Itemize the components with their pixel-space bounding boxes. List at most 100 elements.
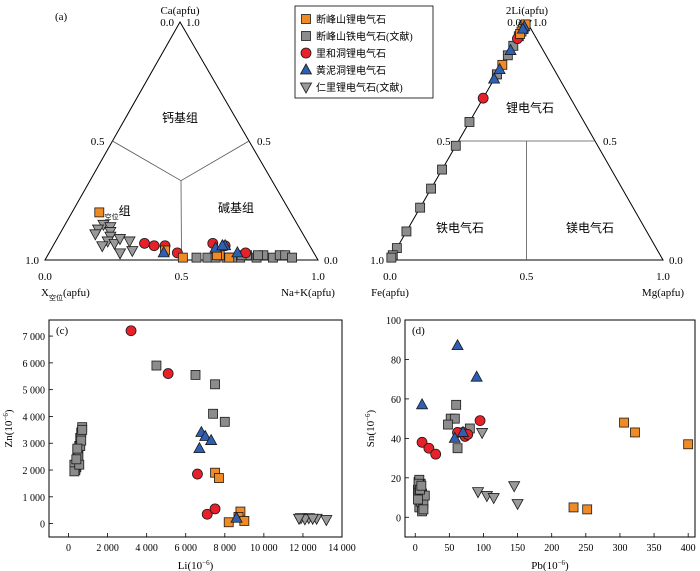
data-point-gray-dtri — [511, 499, 524, 511]
plot-frame — [48, 319, 343, 538]
field-label-ca: 钙基组 — [162, 111, 198, 125]
x-tick-label: 0 — [413, 543, 418, 554]
data-point-red-ci — [416, 436, 428, 448]
data-point-gray-sq — [451, 399, 462, 410]
vertex-label-top: Ca(apfu) — [160, 5, 199, 17]
panel-a-ternary: 钙基组X空位组碱基组0.01.00.51.00.50.00.00.51.0Ca(… — [25, 5, 338, 302]
data-point-gray-sq — [443, 419, 453, 430]
y-axis-label: Zn(10−6) — [2, 409, 15, 447]
y-tick-label: 0 — [40, 520, 45, 531]
data-point-blue-tri — [516, 22, 530, 34]
data-point-orange-sq — [568, 502, 579, 513]
y-tick-label: 5 000 — [23, 386, 46, 397]
data-point-blue-tri — [415, 397, 429, 410]
y-axis-label-part: −6 — [364, 413, 372, 421]
panel-c-scatter: 0 2 000 4 000 6 000 8 000 10 000 12 000 14 000 0… — [2, 319, 356, 571]
tick-label: 0.0 — [383, 271, 397, 283]
data-point-orange-sq — [94, 207, 105, 218]
x-tick-label: 200 — [544, 543, 559, 554]
data-point-gray-dtri — [475, 428, 489, 440]
x-tick-label: 400 — [681, 543, 696, 554]
x-tick-label: 8 000 — [214, 543, 237, 554]
x-axis-label-part: −6 — [558, 559, 566, 567]
data-point-blue-tri — [193, 441, 206, 453]
tick-label: 1.0 — [533, 17, 547, 29]
data-point-blue-tri — [451, 338, 464, 351]
y-axis-label-part: Sn(10 — [365, 420, 377, 447]
data-point-gray-dtri — [320, 515, 333, 527]
data-point-orange-sq — [214, 473, 224, 483]
y-tick-label: 0 — [396, 513, 401, 524]
data-point-gray-sq — [413, 494, 423, 505]
y-tick-label: 60 — [391, 395, 401, 406]
data-point-gray-sq — [415, 202, 426, 213]
data-point-gray-sq — [418, 504, 429, 515]
tick-label: 0.5 — [437, 136, 451, 148]
data-point-gray-sq — [287, 252, 297, 263]
vertex-label-bottom-left: Fe(apfu) — [371, 287, 409, 299]
data-point-gray-sq — [151, 360, 162, 371]
y-tick-label: 4 000 — [23, 412, 46, 423]
data-point-red-ci — [423, 442, 435, 454]
field-boundary-line — [180, 180, 182, 261]
vertex-label-bottom-left: X空位(apfu) — [41, 287, 90, 302]
legend-box — [294, 5, 434, 99]
y-axis-label-part: Zn(10 — [3, 420, 15, 447]
x-tick-label: 100 — [476, 543, 491, 554]
tick-label: 1.0 — [25, 255, 39, 267]
x-axis-label-part: ) — [565, 560, 569, 571]
data-point-orange-sq — [582, 504, 593, 515]
data-point-gray-sq — [386, 252, 397, 263]
x-tick-label: 350 — [647, 543, 662, 554]
data-point-gray-dtri — [113, 234, 127, 246]
data-point-orange-sq — [630, 427, 640, 438]
field-label-li: 锂电气石 — [506, 100, 554, 115]
data-point-red-ci — [201, 508, 213, 520]
data-point-blue-tri — [493, 62, 506, 74]
x-axis-label-part: Pb(10 — [531, 560, 558, 571]
legend-label: 里和洞锂电气石 — [316, 47, 386, 60]
y-tick-label: 6 000 — [23, 359, 46, 370]
data-point-red-ci — [125, 325, 137, 337]
data-point-blue-tri — [487, 72, 501, 84]
tick-label: 0.0 — [669, 255, 683, 267]
tick-label: 0.5 — [175, 271, 189, 283]
data-point-orange-sq — [224, 252, 235, 263]
data-point-gray-sq — [71, 454, 82, 465]
y-tick-label: 100 — [386, 316, 401, 327]
x-axis-label: Pb(10−6) — [531, 559, 569, 571]
y-tick-label: 20 — [391, 474, 401, 485]
data-point-gray-sq — [202, 252, 213, 263]
data-point-gray-dtri — [507, 481, 521, 493]
data-point-red-ci — [474, 415, 486, 427]
x-tick-label: 4 000 — [135, 543, 158, 554]
x-tick-label: 300 — [612, 543, 627, 554]
panel-label: (c) — [56, 325, 69, 337]
legend-label: 断峰山铁电气石(文献) — [316, 30, 413, 43]
data-point-gray-sq — [210, 379, 220, 390]
data-point-orange-sq — [619, 417, 629, 428]
x-axis-label: Li(10−6) — [178, 559, 214, 571]
vertex-label-bottom-left-part: (apfu) — [63, 287, 90, 299]
field-label-alkali: 碱基组 — [218, 201, 254, 215]
tick-label: 1.0 — [311, 271, 325, 283]
plot-frame — [404, 319, 696, 538]
data-point-blue-tri — [456, 425, 470, 437]
data-point-orange-sq — [177, 252, 188, 263]
x-axis-label-part: −6 — [202, 559, 210, 567]
data-point-gray-sq — [72, 443, 83, 454]
vertex-label-bottom-left-part: X — [41, 287, 49, 299]
x-tick-label: 2 000 — [96, 543, 119, 554]
y-tick-label: 3 000 — [23, 439, 46, 450]
data-point-red-ci — [209, 503, 221, 515]
data-point-red-ci — [430, 448, 442, 460]
legend-marker-blue-tri — [299, 63, 313, 75]
data-point-blue-tri — [448, 431, 461, 443]
data-point-orange-sq — [683, 439, 694, 450]
panel-d-scatter: 0 50 100 150 200 250 300 350 400 0 20 40 60 80 100 Pb(1… — [364, 316, 696, 571]
field-boundary-line — [112, 140, 182, 182]
tick-label: 0.0 — [38, 271, 52, 283]
